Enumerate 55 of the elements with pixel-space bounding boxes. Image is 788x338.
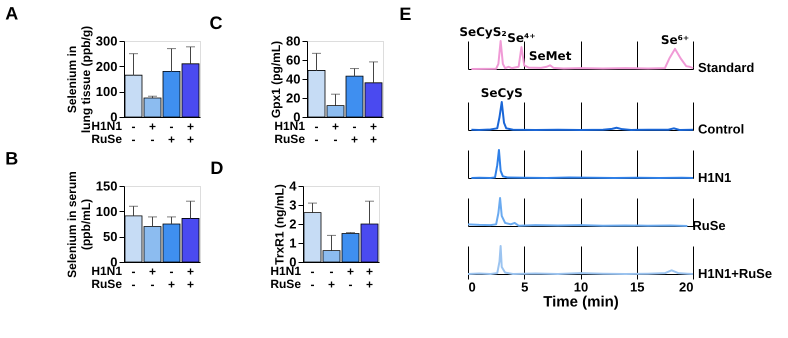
x-axis-title: Time (min) — [543, 294, 619, 310]
x-tick-label: + + — [366, 264, 374, 292]
x-tick-label: - - — [314, 120, 318, 146]
x-tick-label: 0 — [468, 280, 476, 294]
x-tick-label: - + — [350, 120, 358, 146]
y-axis-title: Gpx1 (pg/mL) — [269, 40, 284, 118]
series-label: Control — [698, 122, 744, 137]
x-tick-label: 10 — [574, 280, 588, 294]
chart-title: B — [5, 148, 18, 169]
chart-title: D — [210, 158, 224, 178]
annotation: SeCyS — [480, 86, 523, 100]
x-tick-label: - + — [328, 264, 336, 292]
x-tick-label: + - — [346, 264, 354, 292]
y-axis-title: TrxR1 (ng/mL) — [272, 184, 286, 265]
chart-title: E — [399, 4, 412, 24]
y-tick-label: 100 — [96, 84, 118, 100]
y-tick-label: 80 — [286, 34, 300, 48]
x-tick-label: - - — [310, 264, 314, 292]
y-tick-label: 60 — [286, 52, 300, 68]
x-tick-label: - - — [132, 264, 136, 292]
series-label: H1N1 — [698, 170, 732, 185]
x-tick-label: + + — [370, 120, 378, 146]
x-tick-label: + - — [332, 120, 340, 146]
x-tick-label: 15 — [630, 280, 644, 294]
series-label: Standard — [698, 60, 754, 76]
x-tick-label: + + — [186, 120, 194, 146]
annotation: Se⁴⁺ — [507, 31, 536, 46]
series-label: H1N1+RuSe — [698, 266, 772, 281]
y-tick-label: 150 — [96, 178, 118, 194]
series-label: RuSe — [692, 218, 726, 233]
x-tick-label: - + — [168, 120, 176, 146]
y-tick-label: 20 — [286, 90, 300, 106]
x-tick-label: + - — [148, 120, 156, 146]
x-tick-label: 20 — [679, 280, 694, 294]
annotation: SeMet — [528, 48, 572, 63]
chart-title: A — [5, 3, 18, 24]
x-tick-label: 5 — [521, 280, 528, 294]
y-tick-label: 50 — [103, 229, 118, 244]
x-tick-label: + + — [186, 264, 194, 292]
y-tick-label: 100 — [96, 204, 118, 219]
y-tick-label: 40 — [286, 72, 300, 86]
annotation: Se⁶⁺ — [660, 32, 690, 47]
x-tick-label: - + — [168, 264, 176, 292]
y-tick-label: 3 — [289, 198, 296, 212]
y-tick-label: 4 — [289, 178, 298, 194]
y-tick-label: 300 — [96, 34, 118, 48]
y-tick-label: 1 — [289, 236, 296, 250]
y-axis-title: Selenium in lung tissue (ppb/g) — [64, 26, 93, 134]
chart-title: C — [210, 13, 223, 33]
annotation: SeCyS₂ — [459, 25, 507, 39]
x-tick-label: - - — [132, 120, 136, 146]
y-axis-title: Selenium in serum (ppb/mL) — [64, 171, 93, 278]
y-tick-label: 2 — [289, 216, 296, 232]
x-tick-label: + - — [148, 264, 156, 292]
y-tick-label: 200 — [96, 58, 118, 74]
